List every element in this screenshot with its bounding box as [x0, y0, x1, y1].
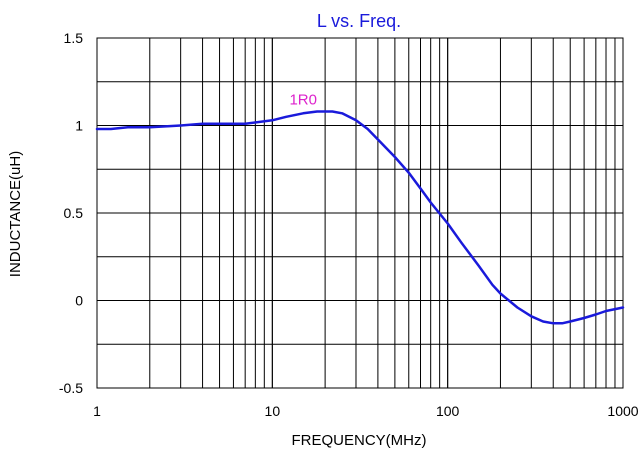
y-tick-label: -0.5 — [59, 380, 83, 396]
chart-title: L vs. Freq. — [317, 11, 401, 31]
x-axis-label: FREQUENCY(MHz) — [292, 432, 427, 449]
plot-border — [96, 37, 624, 389]
x-tick-label: 1 — [93, 403, 101, 419]
x-tick-labels: 1 10 100 1000 — [93, 403, 639, 419]
y-tick-label: 1.5 — [64, 30, 84, 46]
annotation-layer: 1R0 — [289, 91, 317, 108]
y-tick-labels: -0.5 0 0.5 1 1.5 — [59, 30, 83, 396]
series-annotation-label: 1R0 — [289, 91, 317, 108]
x-tick-label: 100 — [436, 403, 460, 419]
y-tick-label: 1 — [75, 118, 83, 134]
grid — [96, 37, 624, 389]
series-layer — [95, 110, 625, 325]
series-line — [95, 110, 625, 325]
y-axis-label: INDUCTANCE(uH) — [7, 151, 24, 277]
y-tick-label: 0 — [75, 293, 83, 309]
x-tick-label: 10 — [265, 403, 281, 419]
x-tick-label: 1000 — [607, 403, 638, 419]
y-tick-label: 0.5 — [64, 205, 84, 221]
